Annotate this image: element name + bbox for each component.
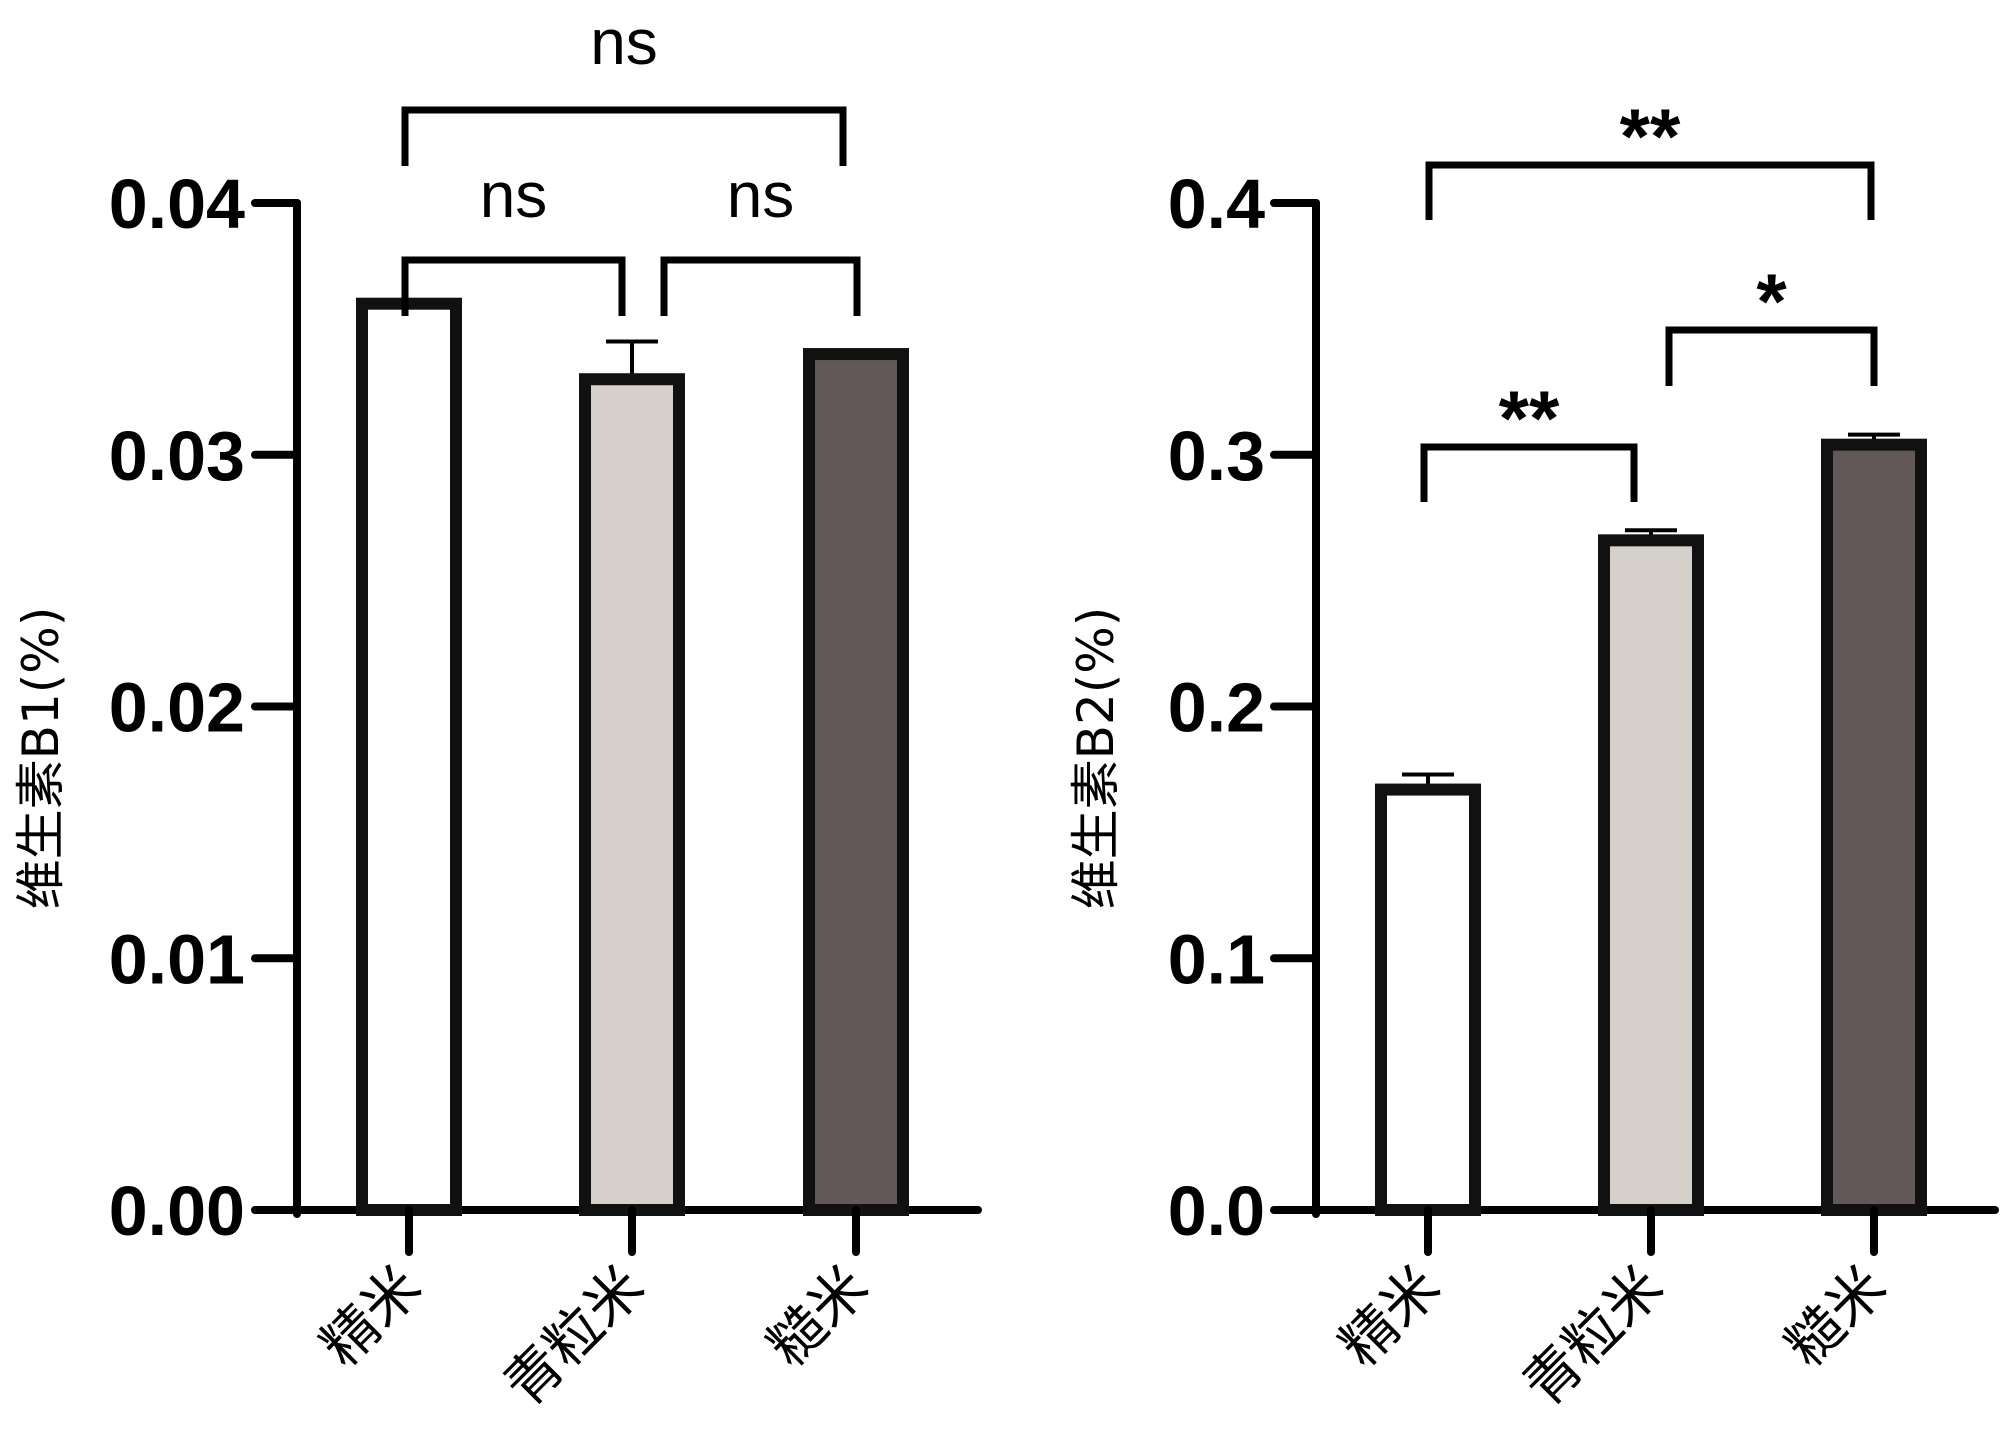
y-tick-label: 0.02 [109,669,245,747]
significance-label: ns [727,159,795,231]
y-tick-label: 0.00 [109,1172,245,1250]
y-tick-label: 0.0 [1168,1172,1265,1250]
category-label: 糙米 [756,1254,881,1379]
y-tick-label: 0.04 [109,165,245,243]
bar-2 [579,373,685,1217]
category-label: 青粒米 [492,1254,657,1419]
bar-1 [356,297,462,1216]
significance-label: ** [1499,374,1560,462]
bar-3 [1821,438,1927,1216]
significance-label: ** [1620,92,1681,180]
significance-label: ns [590,6,658,78]
y-tick-label: 0.01 [109,920,245,998]
y-tick-label: 0.4 [1168,165,1265,243]
category-label: 精米 [309,1254,434,1379]
category-label: 精米 [1328,1254,1453,1379]
significance-bracket [401,256,626,316]
category-label: 青粒米 [1511,1254,1676,1419]
bar-2 [1598,534,1704,1216]
y-axis-label: 维生素B2(%) [1067,607,1125,910]
panel-vitamin-b1: 0.00 0.01 0.02 0.03 0.04 维生素B1(%) 精米 青粒米 糙米 ns ns n… [12,6,982,1419]
y-tick-label: 0.03 [109,417,245,495]
significance-bracket [1425,161,1875,220]
bar-1 [1375,783,1481,1216]
y-axis-label: 维生素B1(%) [12,607,70,910]
bar-3 [803,348,909,1216]
y-tick-label: 0.1 [1168,920,1265,998]
y-tick-label: 0.3 [1168,417,1265,495]
significance-bracket [1665,326,1878,386]
significance-label: * [1756,257,1787,345]
y-tick-label: 0.2 [1168,669,1265,747]
significance-bracket [401,106,847,166]
significance-label: ns [480,159,548,231]
category-label: 糙米 [1774,1254,1899,1379]
significance-bracket [1420,443,1638,502]
significance-bracket [660,256,861,316]
